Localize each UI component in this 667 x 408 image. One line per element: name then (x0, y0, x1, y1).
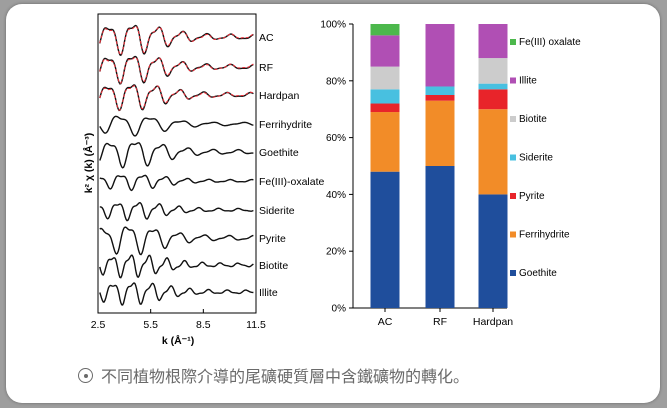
exafs-series-label: Siderite (259, 205, 295, 217)
exafs-x-tick-label: 11.5 (246, 319, 266, 331)
exafs-series-label: Ferrihydrite (259, 119, 312, 131)
bar-y-tick-label: 40% (326, 190, 346, 201)
exafs-spectrum-line (99, 115, 254, 137)
exafs-series-label: Illite (259, 287, 278, 299)
exafs-series-label: Pyrite (259, 233, 286, 245)
figure-caption: 不同植物根際介導的尾礦硬質層中含鐵礦物的轉化。 (78, 363, 469, 387)
exafs-spectrum-line (99, 201, 254, 222)
bar-y-tick-label: 100% (320, 20, 346, 31)
legend-swatch (510, 39, 516, 45)
legend-label: Fe(III) oxalate (519, 37, 581, 48)
bar-segment-fe-iii-oxalate (370, 24, 400, 36)
bar-segment-ferrihydrite (478, 109, 508, 195)
exafs-spectrum-line (99, 282, 254, 306)
bar-segment-siderite (425, 86, 455, 95)
exafs-panel: AC RF Hardpan Ferrihydrite Goethite Fe(III)-o… (82, 13, 325, 347)
exafs-series-label: Fe(III)-oxalate (259, 176, 325, 188)
exafs-spectrum-line (99, 24, 254, 57)
bar-category-label: Hardpan (473, 316, 513, 328)
bar-segment-illite (478, 24, 508, 59)
caption-bullet-icon (78, 368, 93, 383)
bar-segment-siderite (478, 83, 508, 90)
bar-category-label: AC (378, 316, 393, 328)
legend-swatch (510, 77, 516, 84)
exafs-spectrum-line (99, 226, 254, 256)
exafs-fit-line (99, 56, 254, 85)
bar-y-tick-label: 20% (326, 247, 346, 258)
exafs-series-label: AC (259, 32, 274, 44)
exafs-fit-line (99, 25, 254, 56)
legend-label: Illite (519, 76, 537, 87)
bar-segment-goethite (370, 171, 400, 308)
legend-swatch (510, 116, 516, 122)
exafs-y-axis-label: k² χ (k) (Å⁻³) (82, 133, 95, 194)
exafs-spectrum-line (99, 174, 254, 192)
bar-segment-biotite (370, 66, 400, 90)
exafs-series-label: Hardpan (259, 90, 299, 102)
bar-segment-pyrite (370, 103, 400, 113)
legend-swatch (510, 193, 516, 199)
figure-card (6, 4, 660, 403)
exafs-series-label: Biotite (259, 260, 288, 272)
legend-swatch (510, 231, 516, 238)
exafs-spectrum-line (99, 55, 254, 85)
legend-swatch (510, 270, 516, 276)
exafs-x-tick-label: 5.5 (143, 319, 158, 331)
legend-swatch (510, 154, 516, 161)
bar-segment-siderite (370, 89, 400, 104)
bar-panel: 0% 20% 40% 60% 80% 100% AC RF Hardpan Fe(III) o… (320, 20, 581, 329)
legend-label: Goethite (519, 268, 557, 279)
bar-y-tick-label: 60% (326, 133, 346, 144)
exafs-x-tick-label: 8.5 (196, 319, 211, 331)
exafs-fit-line (99, 85, 254, 111)
bar-segment-pyrite (478, 89, 508, 110)
bar-category-label: RF (433, 316, 447, 328)
legend-label: Biotite (519, 114, 547, 125)
caption-text: 不同植物根際介導的尾礦硬質層中含鐵礦物的轉化。 (101, 367, 470, 386)
legend-label: Pyrite (519, 191, 545, 202)
bar-segment-goethite (425, 166, 455, 308)
bar-segment-ferrihydrite (370, 112, 400, 172)
exafs-x-axis-label: k (Å⁻¹) (162, 334, 194, 347)
bar-segment-goethite (478, 194, 508, 308)
bar-y-tick-label: 0% (332, 304, 347, 315)
bar-segment-pyrite (425, 95, 455, 101)
exafs-spectrum-line (99, 254, 254, 279)
exafs-series-label: Goethite (259, 147, 299, 159)
exafs-spectrum-line (99, 84, 254, 112)
exafs-series-label: RF (259, 62, 273, 74)
bar-segment-ferrihydrite (425, 100, 455, 166)
exafs-x-tick-label: 2.5 (91, 319, 106, 331)
legend-label: Ferrihydrite (519, 230, 570, 241)
legend-label: Siderite (519, 153, 553, 164)
exafs-spectrum-line (99, 142, 254, 169)
exafs-plot-frame (97, 13, 257, 314)
bar-segment-illite (370, 35, 400, 67)
bar-segment-biotite (478, 58, 508, 84)
bar-segment-illite (425, 24, 455, 87)
bar-y-tick-label: 80% (326, 76, 346, 87)
